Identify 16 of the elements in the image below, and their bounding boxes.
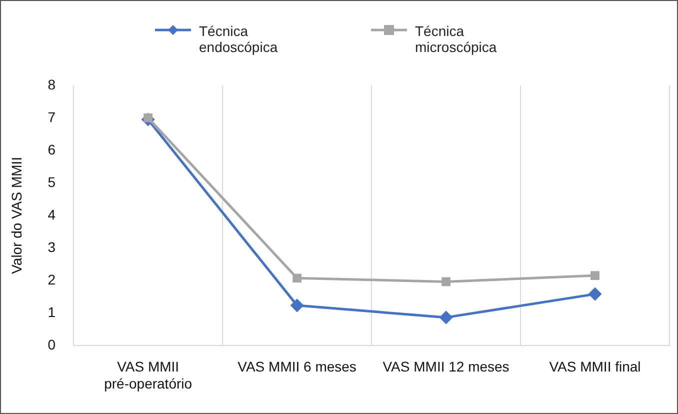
y-tick-label: 8 [48, 76, 56, 92]
y-tick-label: 1 [48, 304, 56, 320]
x-tick-label: VAS MMII 12 meses [382, 358, 510, 375]
legend-label: Técnica endoscópica [199, 23, 279, 55]
y-tick-label: 5 [48, 174, 56, 190]
legend-label: Técnica microscópica [415, 23, 498, 55]
y-tick-label: 2 [48, 271, 56, 288]
x-tick-label: VAS MMII final [549, 358, 641, 375]
x-tick-label: VAS MMII pré-operatório [104, 358, 192, 392]
y-tick-label: 6 [48, 141, 56, 158]
y-tick-label: 7 [48, 108, 56, 125]
y-tick-label: 4 [48, 206, 56, 222]
x-tick-label: VAS MMII 6 meses [238, 358, 356, 375]
y-axis-title: Valor do VAS MMII [8, 156, 24, 274]
y-tick-label: 0 [48, 336, 56, 352]
y-tick-label: 3 [48, 238, 56, 255]
